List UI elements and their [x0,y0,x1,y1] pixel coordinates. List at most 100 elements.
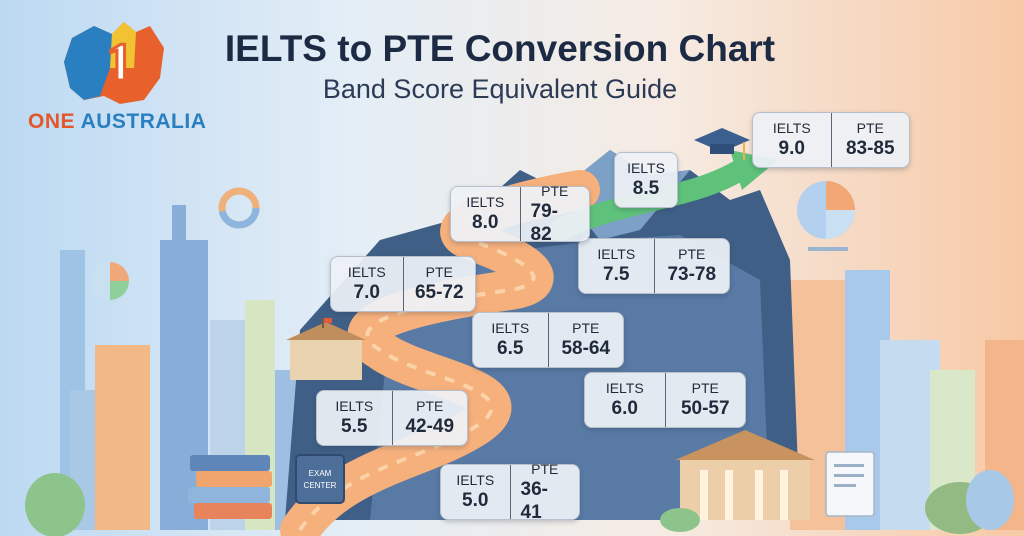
university-roof [675,430,815,460]
book [196,471,272,487]
document-line [834,464,864,467]
column [725,470,733,520]
ielts-label: IELTS [605,380,644,396]
building [95,345,150,530]
ielts-label: IELTS [772,120,811,136]
score-card-ielts-7-5: IELTS 7.5 PTE 73-78 [578,238,730,294]
brand-part-two: AUSTRALIA [80,110,207,133]
ielts-label: IELTS [347,264,386,280]
ielts-label: IELTS [627,160,665,176]
ielts-label: IELTS [335,398,374,414]
pie-slice [110,262,129,281]
graduation-cap-base [710,144,734,154]
pte-column: PTE 50-57 [664,373,746,427]
ielts-column: IELTS 8.5 [615,153,677,207]
pte-range: 36-41 [520,478,548,523]
ielts-band: 5.0 [462,490,489,511]
ielts-label: IELTS [456,472,495,488]
pte-label: PTE [541,182,569,199]
australia-map-west [64,26,112,100]
flag [324,318,332,323]
ielts-band: 7.0 [353,282,380,303]
pte-label: PTE [691,380,719,396]
ielts-band: 8.0 [472,212,499,233]
pie-slice [110,281,129,300]
ielts-band: 6.0 [611,398,638,419]
book [194,503,272,519]
pte-range: 58-64 [561,338,611,359]
ielts-label: IELTS [491,320,530,336]
page-title: IELTS to PTE Conversion Chart [224,28,776,69]
pie-slice [826,181,855,210]
exam-center-text-2: CENTER [304,481,337,490]
exam-center-sign [295,454,345,504]
pte-range: 42-49 [405,416,455,437]
ielts-column: IELTS 7.0 [331,257,403,311]
ielts-column: IELTS 7.5 [579,239,654,293]
pte-label: PTE [531,460,559,477]
score-card-ielts-6-5: IELTS 6.5 PTE 58-64 [472,312,624,368]
pte-column: PTE 83-85 [830,113,910,167]
pte-range: 50-57 [680,398,730,419]
document-line [834,484,856,487]
ielts-column: IELTS 5.5 [317,391,392,445]
pte-label: PTE [856,120,884,136]
score-card-ielts-5-0: IELTS 5.0 PTE 36-41 [440,461,580,523]
ielts-column: IELTS 8.0 [451,187,520,241]
score-card-ielts-7-0: IELTS 7.0 PTE 65-72 [330,256,476,312]
pte-label: PTE [572,320,600,336]
book [188,487,270,503]
ielts-band: 9.0 [778,138,805,159]
one-australia-logo: 1 [64,22,164,104]
ielts-column: IELTS 6.5 [473,313,548,367]
brand-name: ONE AUSTRALIA [28,110,206,134]
pte-label: PTE [425,264,453,280]
pte-range: 73-78 [667,264,717,285]
pte-column: PTE 58-64 [547,313,624,367]
tree [25,473,85,536]
score-card-ielts-5-5: IELTS 5.5 PTE 42-49 [316,390,468,446]
score-card-ielts-8-5: IELTS 8.5 [614,152,678,208]
pte-label: PTE [416,398,444,414]
building-spire [172,205,186,245]
score-card-ielts-9-0: IELTS 9.0 PTE 83-85 [752,112,910,168]
graduation-cap-icon [694,128,750,152]
pte-column: PTE 65-72 [402,257,476,311]
ielts-band: 5.5 [341,416,368,437]
column [780,470,788,520]
pte-range: 83-85 [845,138,895,159]
ielts-column: IELTS 6.0 [585,373,665,427]
page-subtitle: Band Score Equivalent Guide [322,74,678,104]
ielts-band: 8.5 [632,178,660,199]
university-building-icon [680,458,810,520]
pte-column: PTE 79-82 [519,183,590,245]
exam-center-text-1: EXAM [309,469,332,478]
logo-number: 1 [107,32,134,92]
australia-map-north [110,22,136,68]
pie-slice [826,210,855,239]
brand-part-one: ONE [28,110,81,133]
document-line [834,474,864,477]
ielts-band: 6.5 [497,338,524,359]
ielts-label: IELTS [597,246,636,262]
pte-column: PTE 73-78 [653,239,730,293]
bush [660,508,700,532]
ielts-column: IELTS 9.0 [753,113,831,167]
university-roof [286,322,366,340]
donut-chart-segment [218,187,260,229]
score-card-ielts-6-0: IELTS 6.0 PTE 50-57 [584,372,746,428]
ielts-band: 7.5 [603,264,630,285]
flagpole [322,318,324,328]
column [755,470,763,520]
pte-label: PTE [678,246,706,262]
column [700,470,708,520]
tree [966,470,1014,530]
ielts-label: IELTS [466,194,505,210]
legend-line [808,247,848,251]
pte-range: 65-72 [414,282,464,303]
score-card-ielts-8-0: IELTS 8.0 PTE 79-82 [450,183,590,245]
ielts-column: IELTS 5.0 [441,465,510,519]
pte-column: PTE 36-41 [509,461,580,523]
university-building-icon [290,338,362,380]
